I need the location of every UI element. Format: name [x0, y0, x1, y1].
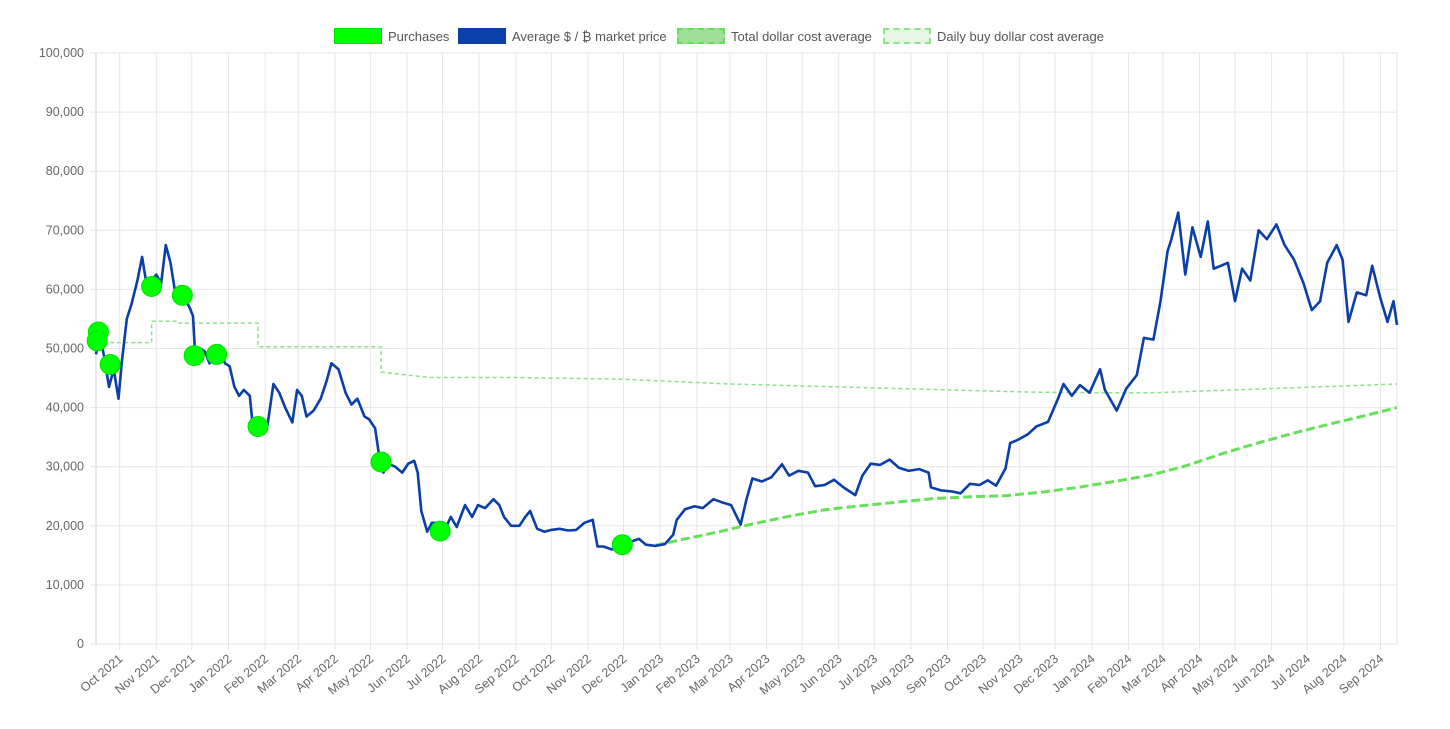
- legend-swatch-total-dca: [677, 28, 725, 44]
- legend-label: Purchases: [388, 28, 450, 44]
- legend-label: Total dollar cost average: [731, 28, 872, 44]
- series-daily-dca-line: [96, 320, 1398, 394]
- legend-item-market-price[interactable]: Average $ / ₿ market price: [458, 26, 667, 46]
- purchase-point: [370, 451, 392, 473]
- y-tick-label: 60,000: [46, 282, 84, 296]
- purchase-point: [141, 275, 163, 297]
- y-tick-label: 40,000: [46, 401, 84, 415]
- y-tick-label: 70,000: [46, 223, 84, 237]
- purchase-point: [247, 416, 269, 438]
- y-axis: 0 10,000 20,000 30,000 40,000 50,000 60,000 70,…: [39, 46, 84, 651]
- series-lines: [94, 211, 1399, 551]
- grid-lines: [90, 52, 1398, 650]
- purchase-point: [429, 520, 451, 542]
- series-total-dca-line: [655, 406, 1398, 547]
- y-tick-label: 100,000: [39, 46, 84, 60]
- legend-label: Average $ / ₿ market price: [512, 28, 667, 44]
- purchase-points: [86, 275, 633, 556]
- purchase-point: [171, 284, 193, 306]
- legend-swatch-market-price: [458, 28, 506, 44]
- legend-swatch-daily-dca: [883, 28, 931, 44]
- purchase-point: [611, 534, 633, 556]
- chart-legend: Purchases Average $ / ₿ market price Tot…: [0, 26, 1450, 46]
- legend-item-total-dca[interactable]: Total dollar cost average: [677, 26, 872, 46]
- purchase-point: [183, 345, 205, 367]
- y-tick-label: 30,000: [46, 460, 84, 474]
- y-tick-label: 0: [77, 637, 84, 651]
- y-tick-label: 20,000: [46, 519, 84, 533]
- legend-item-purchases[interactable]: Purchases: [334, 26, 449, 46]
- series-market-price-line: [94, 211, 1399, 551]
- purchase-point: [206, 343, 228, 365]
- y-tick-label: 80,000: [46, 164, 84, 178]
- legend-item-daily-dca[interactable]: Daily buy dollar cost average: [883, 26, 1104, 46]
- legend-label: Daily buy dollar cost average: [937, 28, 1104, 44]
- purchase-point: [99, 353, 121, 375]
- y-tick-label: 50,000: [46, 342, 84, 356]
- purchase-point: [86, 330, 108, 352]
- legend-swatch-purchases: [334, 28, 382, 44]
- y-tick-label: 90,000: [46, 105, 84, 119]
- y-tick-label: 10,000: [46, 578, 84, 592]
